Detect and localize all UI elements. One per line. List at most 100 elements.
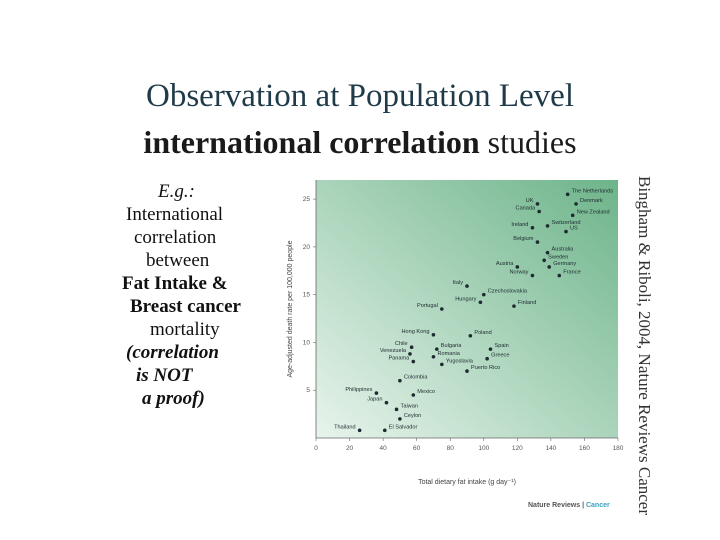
- data-point: [465, 369, 469, 373]
- point-label: Chile: [395, 341, 408, 347]
- data-point: [570, 213, 575, 218]
- point-label: US: [570, 226, 578, 232]
- point-label: Portugal: [417, 303, 438, 309]
- left-text-block: E.g.: International correlation between …: [100, 180, 280, 410]
- data-point: [411, 393, 416, 397]
- point-label: Mexico: [417, 389, 435, 395]
- point-label: Czechoslovakia: [488, 289, 528, 295]
- point-label: Switzerland: [552, 220, 581, 226]
- x-tick-label: 0: [314, 445, 318, 452]
- data-point: [411, 359, 416, 364]
- point-label: Ceylon: [404, 413, 421, 419]
- point-label: Bulgaria: [441, 343, 462, 349]
- data-point: [565, 192, 570, 197]
- point-label: Denmark: [580, 198, 603, 204]
- x-tick-label: 40: [379, 445, 387, 452]
- plot-background: [316, 180, 618, 438]
- point-label: Austria: [496, 261, 514, 267]
- data-point: [547, 265, 552, 269]
- data-point: [530, 225, 535, 230]
- x-tick-label: 160: [579, 445, 590, 452]
- line-correlation: correlation: [134, 227, 217, 248]
- point-label: Hungary: [455, 296, 476, 302]
- x-tick-label: 80: [447, 445, 455, 452]
- data-point: [574, 202, 578, 206]
- point-label: Belgium: [513, 236, 534, 242]
- point-label: Finland: [518, 300, 536, 306]
- data-point: [481, 292, 486, 297]
- point-label: Sweden: [548, 254, 568, 260]
- data-point: [512, 304, 516, 308]
- point-label: El Salvador: [389, 424, 418, 430]
- line-mortality: mortality: [150, 319, 220, 340]
- data-point: [545, 224, 550, 228]
- x-tick-label: 20: [346, 445, 354, 452]
- publisher-mark: Nature Reviews | Cancer: [528, 502, 610, 509]
- point-label: Romania: [437, 351, 460, 357]
- data-point: [465, 284, 469, 288]
- data-point: [488, 347, 493, 351]
- data-point: [545, 250, 550, 255]
- x-tick-label: 100: [478, 445, 489, 452]
- x-tick-label: 180: [613, 445, 624, 452]
- line-between: between: [146, 250, 210, 271]
- data-point: [557, 273, 562, 278]
- point-label: Panama: [388, 356, 410, 362]
- data-point: [440, 307, 444, 311]
- point-label: Hong Kong: [401, 329, 429, 335]
- y-tick-label: 10: [303, 339, 311, 346]
- subtitle-bold: international correlation: [143, 124, 480, 160]
- point-label: UK: [526, 198, 534, 204]
- line-correlation-note: (correlation: [126, 342, 219, 363]
- point-label: Yugoslavia: [446, 358, 474, 364]
- point-label: Canada: [516, 206, 536, 212]
- point-label: Japan: [367, 397, 382, 403]
- data-point: [478, 300, 483, 305]
- point-label: Philippines: [345, 387, 372, 393]
- point-label: Italy: [453, 280, 463, 286]
- data-point: [564, 229, 568, 234]
- slide-title: Observation at Population Level: [146, 78, 574, 114]
- data-point: [394, 407, 399, 412]
- line-fat-intake: Fat Intake &: [122, 273, 228, 294]
- line-a-proof: a proof): [142, 388, 205, 409]
- point-label: Taiwan: [401, 403, 418, 409]
- publisher-a: Nature Reviews |: [528, 502, 586, 509]
- point-label: The Netherlands: [572, 188, 614, 194]
- line-breast-cancer: Breast cancer: [130, 296, 241, 317]
- data-point: [409, 345, 414, 350]
- line-is-not: is NOT: [136, 365, 193, 386]
- data-point: [398, 378, 402, 383]
- data-point: [485, 356, 489, 361]
- data-point: [542, 258, 546, 263]
- data-point: [468, 333, 473, 338]
- point-label: Thailand: [334, 424, 355, 430]
- y-axis-label: Age-adjusted death rate per 100,000 peop…: [287, 240, 294, 377]
- subtitle-rest: studies: [479, 124, 577, 160]
- y-tick-label: 5: [306, 387, 310, 394]
- point-label: Colombia: [404, 375, 429, 381]
- data-point: [374, 391, 379, 395]
- point-label: Australia: [552, 247, 575, 253]
- data-point: [384, 400, 389, 405]
- data-point: [431, 333, 436, 337]
- point-label: Greece: [491, 353, 509, 359]
- point-label: Puerto Rico: [471, 365, 500, 371]
- line-international: International: [126, 204, 224, 225]
- point-label: Norway: [509, 270, 528, 276]
- citation: Bingham & Riboli, 2004, Nature Reviews C…: [635, 176, 654, 515]
- point-label: Ireland: [511, 222, 528, 228]
- data-point: [440, 362, 444, 367]
- point-label: Spain: [494, 343, 508, 349]
- y-tick-label: 25: [303, 196, 311, 203]
- data-point: [431, 354, 436, 359]
- data-point: [435, 347, 439, 351]
- slide-subtitle: international correlation studies: [0, 124, 720, 161]
- data-point: [537, 209, 541, 214]
- x-axis-label: Total dietary fat intake (g day⁻¹): [418, 479, 516, 486]
- data-point: [535, 240, 540, 244]
- eg-line: E.g.:: [158, 181, 195, 202]
- scatter-chart: 0 20 40 60 80 100 120 140 160 180 5 10 15 20 25 The Ne…: [287, 180, 624, 486]
- point-label: New Zealand: [577, 209, 610, 215]
- data-point: [530, 273, 535, 278]
